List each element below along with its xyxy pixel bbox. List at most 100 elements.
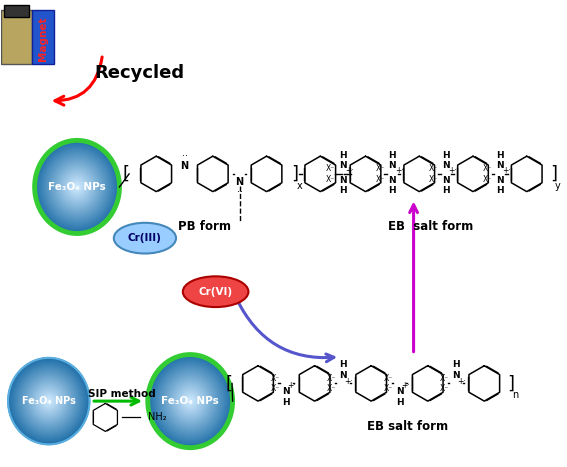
Text: ]: ] bbox=[291, 165, 298, 183]
Ellipse shape bbox=[8, 358, 90, 445]
Ellipse shape bbox=[184, 394, 197, 408]
Ellipse shape bbox=[154, 361, 226, 441]
Ellipse shape bbox=[179, 389, 202, 414]
Ellipse shape bbox=[32, 384, 65, 418]
Ellipse shape bbox=[148, 354, 232, 448]
Ellipse shape bbox=[155, 363, 225, 439]
Bar bbox=[1, 10, 32, 64]
Ellipse shape bbox=[48, 156, 105, 219]
Ellipse shape bbox=[43, 150, 111, 224]
Text: H: H bbox=[339, 361, 346, 369]
Ellipse shape bbox=[160, 368, 220, 434]
Ellipse shape bbox=[151, 358, 230, 444]
Ellipse shape bbox=[57, 165, 97, 209]
Ellipse shape bbox=[36, 388, 61, 414]
Ellipse shape bbox=[13, 363, 84, 439]
Ellipse shape bbox=[37, 389, 60, 413]
Ellipse shape bbox=[42, 149, 112, 226]
Ellipse shape bbox=[27, 377, 71, 425]
Text: H: H bbox=[396, 397, 403, 407]
Ellipse shape bbox=[74, 184, 81, 191]
Ellipse shape bbox=[33, 385, 64, 417]
Ellipse shape bbox=[48, 155, 107, 219]
Text: +·: +· bbox=[401, 381, 409, 390]
Ellipse shape bbox=[170, 379, 210, 423]
Ellipse shape bbox=[70, 179, 84, 195]
Text: X⁻: X⁻ bbox=[429, 164, 438, 173]
Ellipse shape bbox=[56, 163, 98, 210]
Text: N: N bbox=[452, 370, 460, 380]
Ellipse shape bbox=[9, 359, 88, 443]
Text: [: [ bbox=[225, 375, 232, 392]
Text: X⁻: X⁻ bbox=[270, 383, 280, 393]
Text: NH₂: NH₂ bbox=[148, 412, 166, 423]
Ellipse shape bbox=[69, 177, 86, 196]
Text: H: H bbox=[442, 186, 450, 195]
Text: N: N bbox=[339, 177, 346, 185]
Ellipse shape bbox=[53, 160, 101, 214]
Ellipse shape bbox=[46, 398, 52, 404]
Ellipse shape bbox=[164, 372, 217, 430]
Text: N: N bbox=[496, 161, 503, 170]
Ellipse shape bbox=[45, 152, 109, 222]
Ellipse shape bbox=[44, 151, 110, 223]
Text: H: H bbox=[282, 397, 290, 407]
Ellipse shape bbox=[174, 384, 206, 418]
Ellipse shape bbox=[166, 375, 214, 428]
Ellipse shape bbox=[40, 391, 58, 411]
Text: +·: +· bbox=[287, 381, 297, 390]
Text: ··: ·· bbox=[181, 151, 188, 161]
Text: X⁻: X⁻ bbox=[383, 383, 393, 393]
Ellipse shape bbox=[48, 400, 50, 402]
Ellipse shape bbox=[175, 385, 205, 417]
Ellipse shape bbox=[169, 378, 211, 425]
Text: +·: +· bbox=[344, 376, 353, 386]
Text: X⁻: X⁻ bbox=[327, 383, 336, 393]
Ellipse shape bbox=[185, 395, 196, 407]
Text: [: [ bbox=[122, 165, 129, 183]
Text: X⁻: X⁻ bbox=[383, 374, 393, 383]
Text: N: N bbox=[442, 177, 450, 185]
Text: y: y bbox=[555, 181, 561, 191]
Ellipse shape bbox=[45, 397, 53, 405]
Text: N: N bbox=[180, 161, 189, 170]
Text: SIP method: SIP method bbox=[88, 389, 156, 399]
Ellipse shape bbox=[62, 170, 92, 203]
Ellipse shape bbox=[177, 387, 203, 415]
Ellipse shape bbox=[59, 167, 95, 207]
Text: H: H bbox=[339, 186, 346, 195]
Text: +·: +· bbox=[448, 166, 457, 175]
Ellipse shape bbox=[10, 360, 87, 442]
Text: X⁻: X⁻ bbox=[375, 175, 384, 184]
Ellipse shape bbox=[16, 367, 81, 436]
Ellipse shape bbox=[181, 392, 198, 410]
Ellipse shape bbox=[14, 364, 83, 438]
Ellipse shape bbox=[52, 159, 103, 215]
Text: +·: +· bbox=[345, 166, 354, 175]
Ellipse shape bbox=[41, 392, 57, 410]
Ellipse shape bbox=[18, 368, 79, 433]
Ellipse shape bbox=[165, 373, 215, 429]
Ellipse shape bbox=[35, 386, 63, 416]
Text: N: N bbox=[442, 161, 450, 170]
Ellipse shape bbox=[36, 387, 62, 415]
Text: N: N bbox=[388, 161, 396, 170]
Ellipse shape bbox=[12, 362, 86, 440]
Ellipse shape bbox=[181, 390, 200, 411]
Text: x: x bbox=[297, 181, 303, 191]
Text: Magnet: Magnet bbox=[37, 17, 48, 61]
Ellipse shape bbox=[149, 356, 231, 446]
Text: H: H bbox=[496, 151, 503, 160]
Text: Cr(VI): Cr(VI) bbox=[198, 287, 232, 297]
Text: n: n bbox=[513, 390, 519, 400]
Ellipse shape bbox=[31, 382, 67, 421]
Ellipse shape bbox=[35, 141, 120, 234]
Ellipse shape bbox=[40, 146, 114, 228]
Ellipse shape bbox=[20, 371, 77, 432]
Ellipse shape bbox=[64, 172, 91, 202]
Text: Fe₃O₄ NPs: Fe₃O₄ NPs bbox=[161, 396, 219, 406]
Ellipse shape bbox=[72, 181, 82, 193]
Text: X⁻: X⁻ bbox=[327, 374, 336, 383]
Ellipse shape bbox=[71, 180, 83, 194]
Ellipse shape bbox=[167, 375, 214, 427]
